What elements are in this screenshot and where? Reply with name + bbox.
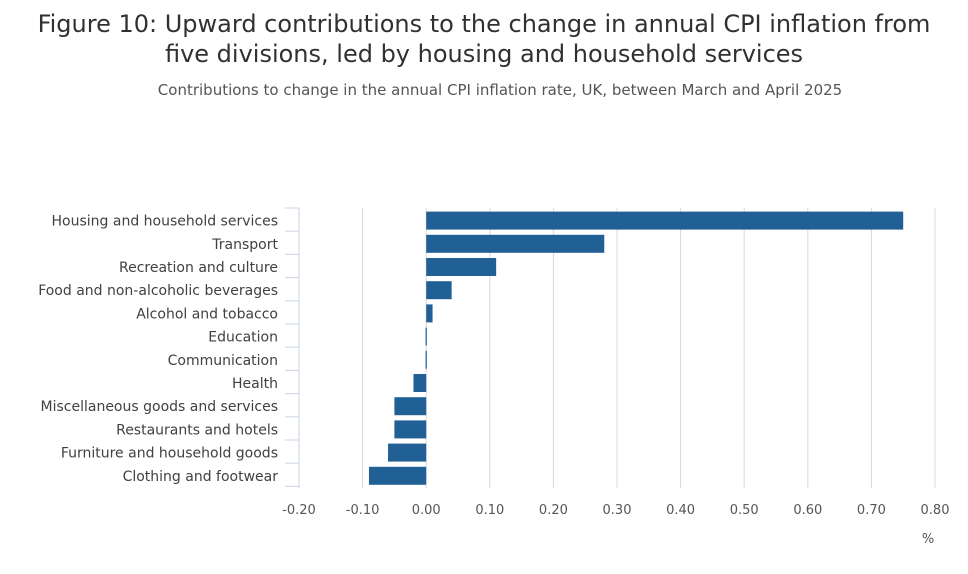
bar xyxy=(426,234,605,253)
chart-title: Figure 10: Upward contributions to the c… xyxy=(0,9,968,69)
x-tick-label: 0.40 xyxy=(666,503,695,518)
x-tick-labels: -0.20 -0.10 0.00 0.10 0.20 0.30 0.40 0.50 0.60 0.… xyxy=(282,503,949,518)
category-label: Food and non-alcoholic beverages xyxy=(38,283,278,299)
bar xyxy=(426,258,497,276)
x-tick-label: 0.60 xyxy=(793,503,822,518)
x-tick-label: 0.10 xyxy=(475,503,504,518)
category-label: Miscellaneous goods and services xyxy=(41,399,278,415)
category-label: Furniture and household goods xyxy=(61,446,278,462)
category-label: Transport xyxy=(211,237,278,253)
chart-title-line-2: five divisions, led by housing and house… xyxy=(164,40,804,68)
bar xyxy=(426,281,452,300)
bar xyxy=(425,350,427,369)
bar xyxy=(394,397,427,416)
category-label: Education xyxy=(208,330,278,346)
chart-title-line-1: Figure 10: Upward contributions to the c… xyxy=(37,10,931,38)
bar xyxy=(368,466,427,485)
bar xyxy=(425,327,427,346)
category-label: Alcohol and tobacco xyxy=(136,306,278,322)
x-tick-label: 0.70 xyxy=(857,503,886,518)
gridlines xyxy=(362,208,936,488)
bar xyxy=(426,211,904,230)
x-tick-label: -0.10 xyxy=(346,503,380,518)
x-tick-label: 0.20 xyxy=(539,503,568,518)
category-label: Housing and household services xyxy=(52,214,278,230)
bar xyxy=(394,420,427,439)
bar xyxy=(413,374,427,392)
category-label: Communication xyxy=(168,353,278,369)
category-label: Restaurants and hotels xyxy=(116,422,278,438)
category-label: Recreation and culture xyxy=(119,260,278,276)
x-tick-label: 0.50 xyxy=(730,503,759,518)
category-label: Clothing and footwear xyxy=(123,469,279,485)
category-label: Health xyxy=(232,376,278,392)
x-tick-label: -0.20 xyxy=(282,503,316,518)
bar xyxy=(426,304,433,323)
bars xyxy=(368,211,904,485)
x-tick-label: 0.80 xyxy=(921,503,950,518)
y-axis xyxy=(285,207,300,488)
x-tick-label: 0.00 xyxy=(412,503,441,518)
chart-subtitle: Contributions to change in the annual CP… xyxy=(157,81,843,99)
category-labels: Housing and household services Transport R… xyxy=(38,214,278,485)
x-unit-label: % xyxy=(922,532,934,547)
bar xyxy=(388,443,427,462)
x-tick-label: 0.30 xyxy=(603,503,632,518)
